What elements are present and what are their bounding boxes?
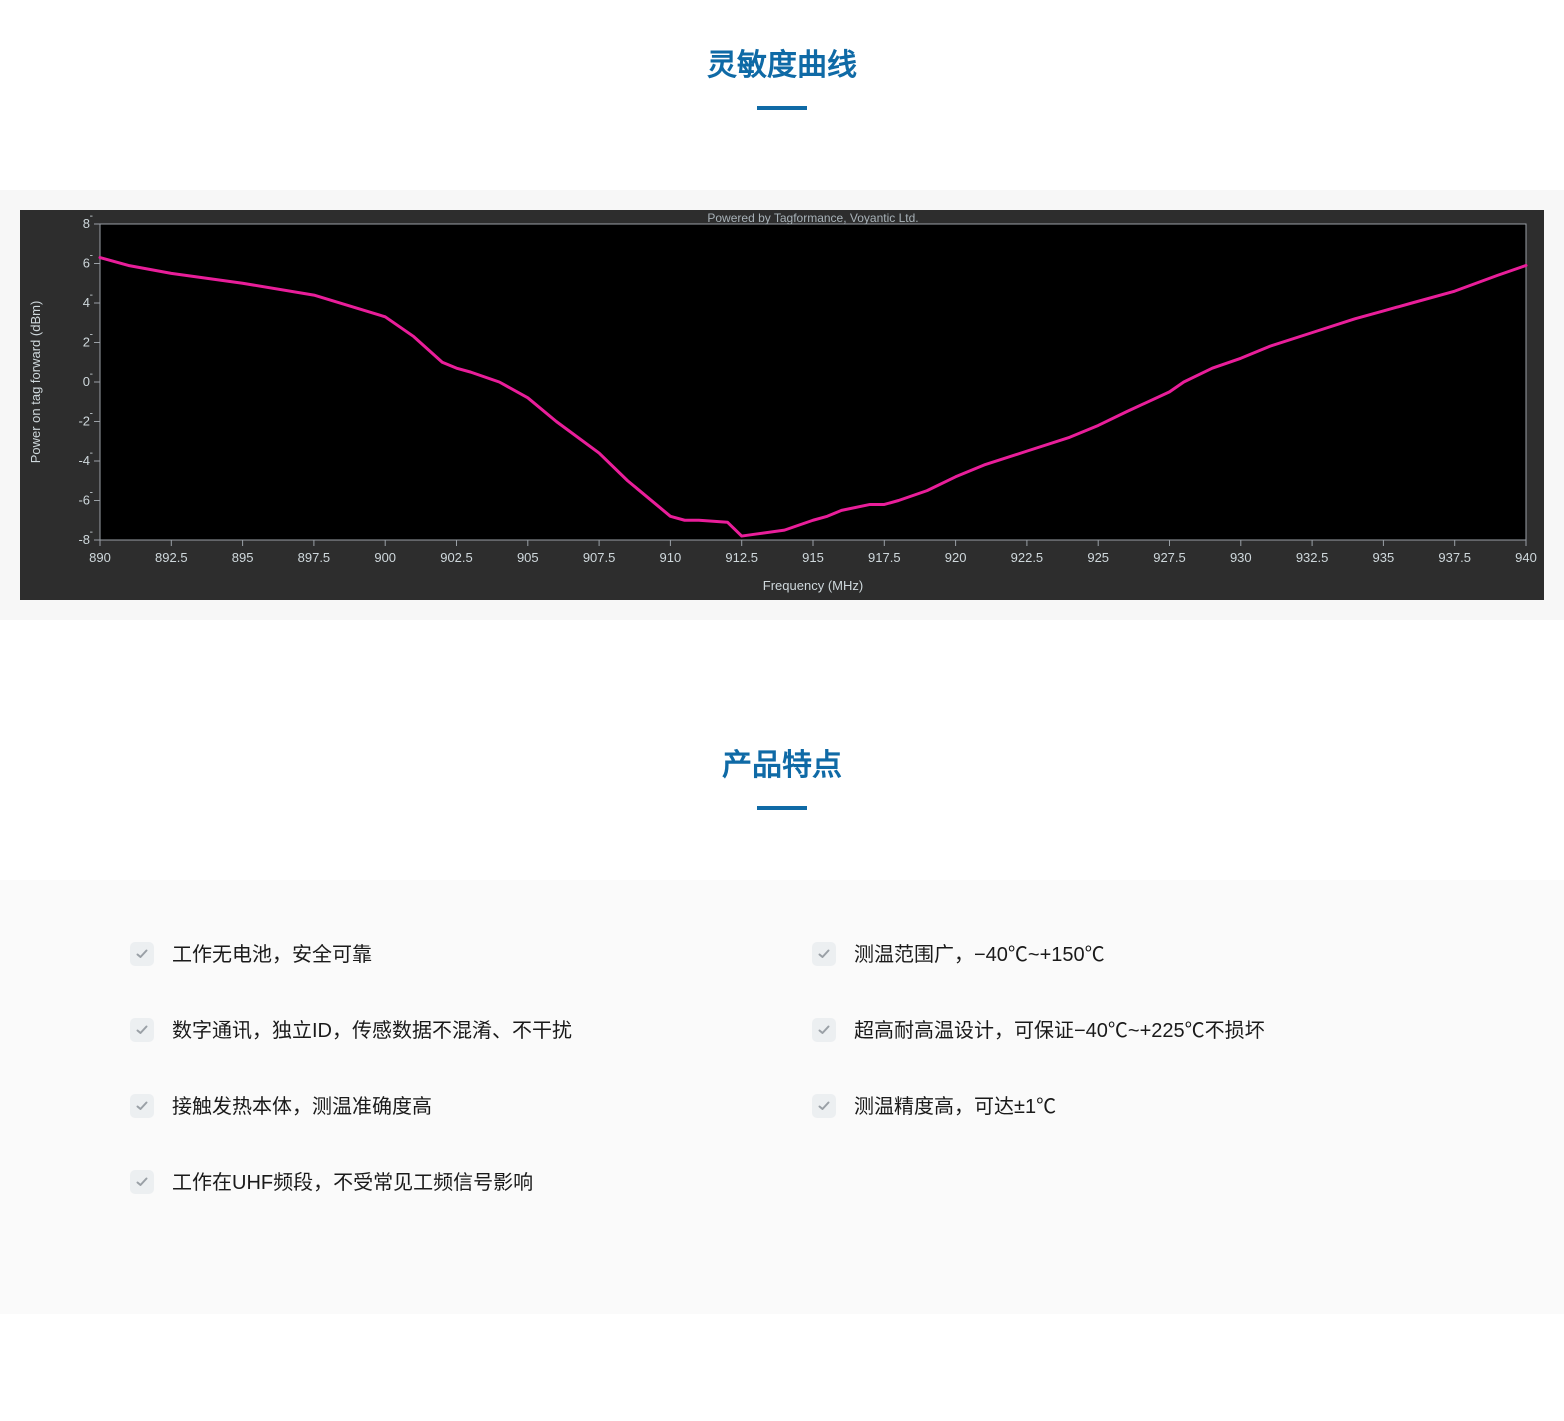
feature-item: 数字通讯，独立ID，传感数据不混淆、不干扰: [130, 1016, 752, 1046]
svg-text:932.5: 932.5: [1296, 550, 1329, 565]
feature-item: 测温范围广，−40℃~+150℃: [812, 940, 1434, 970]
svg-text:897.5: 897.5: [298, 550, 331, 565]
feature-columns: 工作无电池，安全可靠数字通讯，独立ID，传感数据不混淆、不干扰接触发热本体，测温…: [130, 940, 1434, 1244]
svg-text:922.5: 922.5: [1011, 550, 1044, 565]
svg-text:890: 890: [89, 550, 111, 565]
sensitivity-section: 灵敏度曲线 Powered by Tagformance, Voyantic L…: [0, 0, 1564, 620]
svg-text:-: -: [90, 369, 93, 380]
feature-text: 工作在UHF频段，不受常见工频信号影响: [172, 1168, 533, 1198]
check-icon: [130, 1094, 154, 1118]
svg-text:937.5: 937.5: [1438, 550, 1471, 565]
svg-text:Powered by Tagformance, Voyant: Powered by Tagformance, Voyantic Ltd.: [707, 211, 918, 225]
svg-text:892.5: 892.5: [155, 550, 188, 565]
title-underline: [757, 806, 807, 810]
title-underline: [757, 106, 807, 110]
feature-text: 数字通讯，独立ID，传感数据不混淆、不干扰: [172, 1016, 572, 1046]
svg-text:-: -: [90, 251, 93, 262]
svg-text:Power on tag forward (dBm): Power on tag forward (dBm): [28, 301, 43, 464]
check-icon: [130, 1018, 154, 1042]
feature-column-left: 工作无电池，安全可靠数字通讯，独立ID，传感数据不混淆、不干扰接触发热本体，测温…: [130, 940, 752, 1244]
feature-item: 工作无电池，安全可靠: [130, 940, 752, 970]
svg-text:907.5: 907.5: [583, 550, 616, 565]
svg-text:-: -: [90, 488, 93, 499]
chart-container: Powered by Tagformance, Voyantic Ltd.-8-…: [0, 190, 1564, 620]
svg-text:-: -: [90, 448, 93, 459]
feature-item: 工作在UHF频段，不受常见工频信号影响: [130, 1168, 752, 1198]
svg-text:902.5: 902.5: [440, 550, 473, 565]
feature-item: 超高耐高温设计，可保证−40℃~+225℃不损坏: [812, 1016, 1434, 1046]
check-icon: [130, 1170, 154, 1194]
check-icon: [130, 942, 154, 966]
features-body: 工作无电池，安全可靠数字通讯，独立ID，传感数据不混淆、不干扰接触发热本体，测温…: [0, 880, 1564, 1314]
svg-text:925: 925: [1087, 550, 1109, 565]
svg-text:930: 930: [1230, 550, 1252, 565]
feature-item: 测温精度高，可达±1℃: [812, 1092, 1434, 1122]
svg-text:-: -: [90, 330, 93, 341]
svg-text:895: 895: [232, 550, 254, 565]
feature-text: 测温范围广，−40℃~+150℃: [854, 940, 1105, 970]
svg-text:-4: -4: [78, 453, 90, 468]
sensitivity-chart: Powered by Tagformance, Voyantic Ltd.-8-…: [20, 210, 1544, 600]
feature-column-right: 测温范围广，−40℃~+150℃ 超高耐高温设计，可保证−40℃~+225℃不损坏…: [812, 940, 1434, 1244]
sensitivity-title: 灵敏度曲线: [0, 0, 1564, 84]
svg-text:927.5: 927.5: [1153, 550, 1186, 565]
feature-text: 接触发热本体，测温准确度高: [172, 1092, 432, 1122]
feature-text: 工作无电池，安全可靠: [172, 940, 372, 970]
svg-text:935: 935: [1373, 550, 1395, 565]
svg-text:920: 920: [945, 550, 967, 565]
svg-text:-: -: [90, 527, 93, 538]
features-title: 产品特点: [0, 700, 1564, 784]
svg-text:912.5: 912.5: [725, 550, 758, 565]
svg-text:Frequency (MHz): Frequency (MHz): [763, 578, 863, 593]
svg-text:940: 940: [1515, 550, 1537, 565]
feature-item: 接触发热本体，测温准确度高: [130, 1092, 752, 1122]
svg-text:-: -: [90, 290, 93, 301]
svg-text:-6: -6: [78, 493, 90, 508]
svg-text:915: 915: [802, 550, 824, 565]
check-icon: [812, 1094, 836, 1118]
check-icon: [812, 942, 836, 966]
svg-text:-2: -2: [78, 414, 90, 429]
svg-text:905: 905: [517, 550, 539, 565]
svg-text:-: -: [90, 211, 93, 222]
svg-text:917.5: 917.5: [868, 550, 901, 565]
svg-text:900: 900: [374, 550, 396, 565]
svg-text:-8: -8: [78, 532, 90, 547]
svg-text:-: -: [90, 409, 93, 420]
feature-text: 超高耐高温设计，可保证−40℃~+225℃不损坏: [854, 1016, 1265, 1046]
features-section: 产品特点 工作无电池，安全可靠数字通讯，独立ID，传感数据不混淆、不干扰接触发热…: [0, 700, 1564, 1394]
feature-text: 测温精度高，可达±1℃: [854, 1092, 1056, 1122]
svg-text:910: 910: [660, 550, 682, 565]
check-icon: [812, 1018, 836, 1042]
